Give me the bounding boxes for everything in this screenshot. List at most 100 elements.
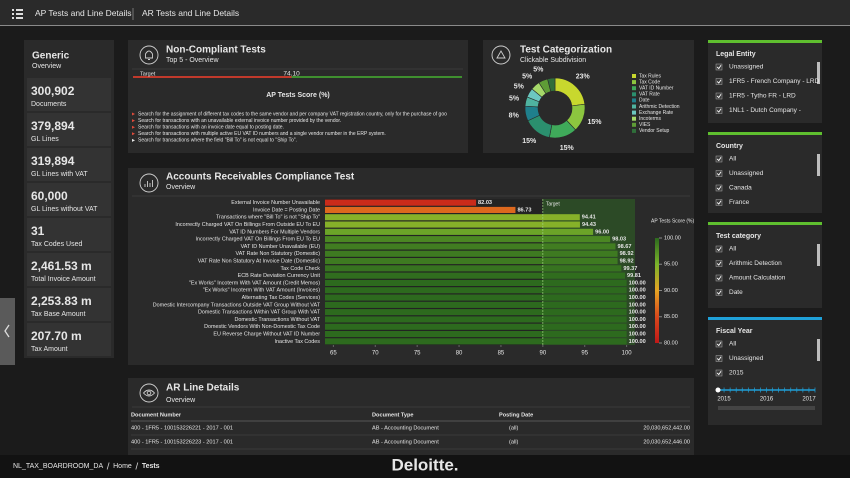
filter-option[interactable]: Unassigned bbox=[729, 170, 764, 177]
tab-active[interactable]: AR Tests and Line Details bbox=[142, 8, 239, 18]
x-tick-label: 100 bbox=[622, 351, 633, 357]
check-mark bbox=[716, 108, 722, 113]
filter-title: Test category bbox=[716, 233, 761, 240]
menu-icon[interactable] bbox=[12, 9, 23, 19]
checkbox[interactable] bbox=[715, 107, 723, 114]
legend-label[interactable]: Date bbox=[639, 98, 650, 104]
kpi-label: Documents bbox=[31, 101, 67, 108]
legend-label[interactable]: VAT ID Number bbox=[639, 86, 674, 92]
slice-label: 5% bbox=[533, 66, 544, 73]
checkbox[interactable] bbox=[715, 289, 723, 296]
legend-label[interactable]: Incoterms bbox=[639, 116, 661, 122]
filter-title: Fiscal Year bbox=[716, 328, 753, 335]
check-mark bbox=[716, 171, 722, 176]
filter-option[interactable]: All bbox=[729, 246, 737, 253]
table-cell: (all) bbox=[509, 439, 518, 445]
checkbox[interactable] bbox=[715, 155, 723, 163]
target-zone bbox=[542, 199, 635, 345]
checkbox[interactable] bbox=[715, 260, 723, 267]
y-tick-label: "Ex Works" Incoterm With VAT Amount (Cre… bbox=[189, 280, 320, 286]
bar[interactable] bbox=[325, 250, 618, 257]
checkbox[interactable] bbox=[715, 78, 723, 85]
check-mark bbox=[716, 246, 722, 252]
check-mark bbox=[716, 79, 722, 84]
bar[interactable] bbox=[325, 199, 477, 206]
bar[interactable] bbox=[325, 287, 627, 294]
x-tick-label: 85 bbox=[498, 351, 505, 357]
kpi-label: Tax Codes Used bbox=[31, 241, 82, 248]
filter-option[interactable]: 2015 bbox=[729, 370, 744, 377]
filter-option[interactable]: 1FR5 - French Company - LRD bbox=[729, 78, 820, 85]
bar[interactable] bbox=[325, 279, 627, 287]
bar-value-label: 98.03 bbox=[612, 237, 626, 243]
legend-label[interactable]: Tax Rules bbox=[639, 73, 661, 79]
filter-option[interactable]: Arithmic Detection bbox=[729, 260, 782, 267]
checkbox[interactable] bbox=[715, 274, 723, 282]
legend-label[interactable]: VAT Rate bbox=[639, 92, 660, 98]
filter-option[interactable]: 1NL1 - Dutch Company - bbox=[729, 107, 801, 114]
checkbox[interactable] bbox=[715, 170, 723, 177]
bullet-icon bbox=[132, 138, 135, 142]
filter-option[interactable]: Canada bbox=[729, 185, 752, 192]
categorization-panel bbox=[483, 40, 694, 153]
kpi-card bbox=[27, 183, 111, 216]
line-details-panel bbox=[128, 378, 694, 455]
bar-value-label: 99.81 bbox=[627, 273, 641, 279]
kpi-card bbox=[27, 253, 111, 286]
check-mark bbox=[716, 93, 722, 99]
legend-label[interactable]: VIES bbox=[639, 122, 651, 128]
legend-label[interactable]: Tax Code bbox=[639, 79, 660, 85]
slider-range bbox=[718, 406, 815, 410]
bar[interactable] bbox=[325, 330, 627, 338]
filter-option[interactable]: All bbox=[729, 156, 737, 163]
bar[interactable] bbox=[325, 206, 516, 214]
bar[interactable] bbox=[325, 309, 627, 316]
legend-label[interactable]: Vendor Setup bbox=[639, 128, 670, 134]
tab[interactable]: AP Tests and Line Details bbox=[35, 8, 132, 18]
breadcrumb-item[interactable]: NL_TAX_BOARDROOM_DA bbox=[13, 463, 103, 470]
bar[interactable] bbox=[325, 323, 627, 330]
bar[interactable] bbox=[325, 257, 618, 265]
checkbox[interactable] bbox=[715, 340, 723, 348]
slider-handle[interactable] bbox=[715, 387, 721, 393]
checkbox[interactable] bbox=[715, 63, 723, 71]
test-item: Search for transactions where the field … bbox=[138, 138, 297, 144]
filter-option[interactable]: Amount Calculation bbox=[729, 275, 786, 282]
bar-value-label: 100.00 bbox=[629, 302, 646, 308]
filter-option[interactable]: France bbox=[729, 199, 750, 206]
legend-tick-label: 95.00 bbox=[664, 262, 678, 268]
bar[interactable] bbox=[325, 294, 627, 301]
filter-option[interactable]: All bbox=[729, 341, 737, 348]
legend-label[interactable]: Arithmic Detection bbox=[639, 104, 680, 110]
checkbox[interactable] bbox=[715, 355, 723, 362]
breadcrumb-item[interactable]: Home bbox=[113, 463, 132, 470]
checkbox[interactable] bbox=[715, 199, 723, 206]
legend-title: AP Tests Score (%) bbox=[651, 218, 694, 224]
bar[interactable] bbox=[325, 236, 611, 243]
filter-option[interactable]: Unassigned bbox=[729, 355, 764, 362]
bar[interactable] bbox=[325, 272, 626, 279]
checkbox[interactable] bbox=[715, 369, 723, 377]
bar[interactable] bbox=[325, 221, 580, 228]
bar[interactable] bbox=[325, 214, 580, 221]
bar[interactable] bbox=[325, 243, 616, 250]
side-toggle[interactable] bbox=[0, 298, 15, 365]
bar[interactable] bbox=[325, 338, 627, 345]
checkbox[interactable] bbox=[715, 245, 723, 253]
bar-value-label: 100.00 bbox=[629, 280, 646, 286]
donut-slice[interactable] bbox=[547, 77, 556, 92]
panel-subtitle: Top 5 - Overview bbox=[166, 57, 219, 64]
checkbox[interactable] bbox=[715, 92, 723, 100]
legend-label[interactable]: Exchange Rate bbox=[639, 110, 673, 116]
filter-option[interactable]: 1FR5 - Tytho FR - LRD bbox=[729, 93, 796, 100]
bar[interactable] bbox=[325, 301, 627, 308]
x-tick-label: 65 bbox=[330, 351, 337, 357]
checkbox[interactable] bbox=[715, 184, 723, 192]
bar[interactable] bbox=[325, 265, 622, 272]
filter-option[interactable]: Date bbox=[729, 289, 743, 296]
bar[interactable] bbox=[325, 228, 594, 235]
bar-value-label: 94.43 bbox=[582, 222, 596, 228]
bar[interactable] bbox=[325, 316, 627, 323]
filter-option[interactable]: Unassigned bbox=[729, 64, 764, 71]
